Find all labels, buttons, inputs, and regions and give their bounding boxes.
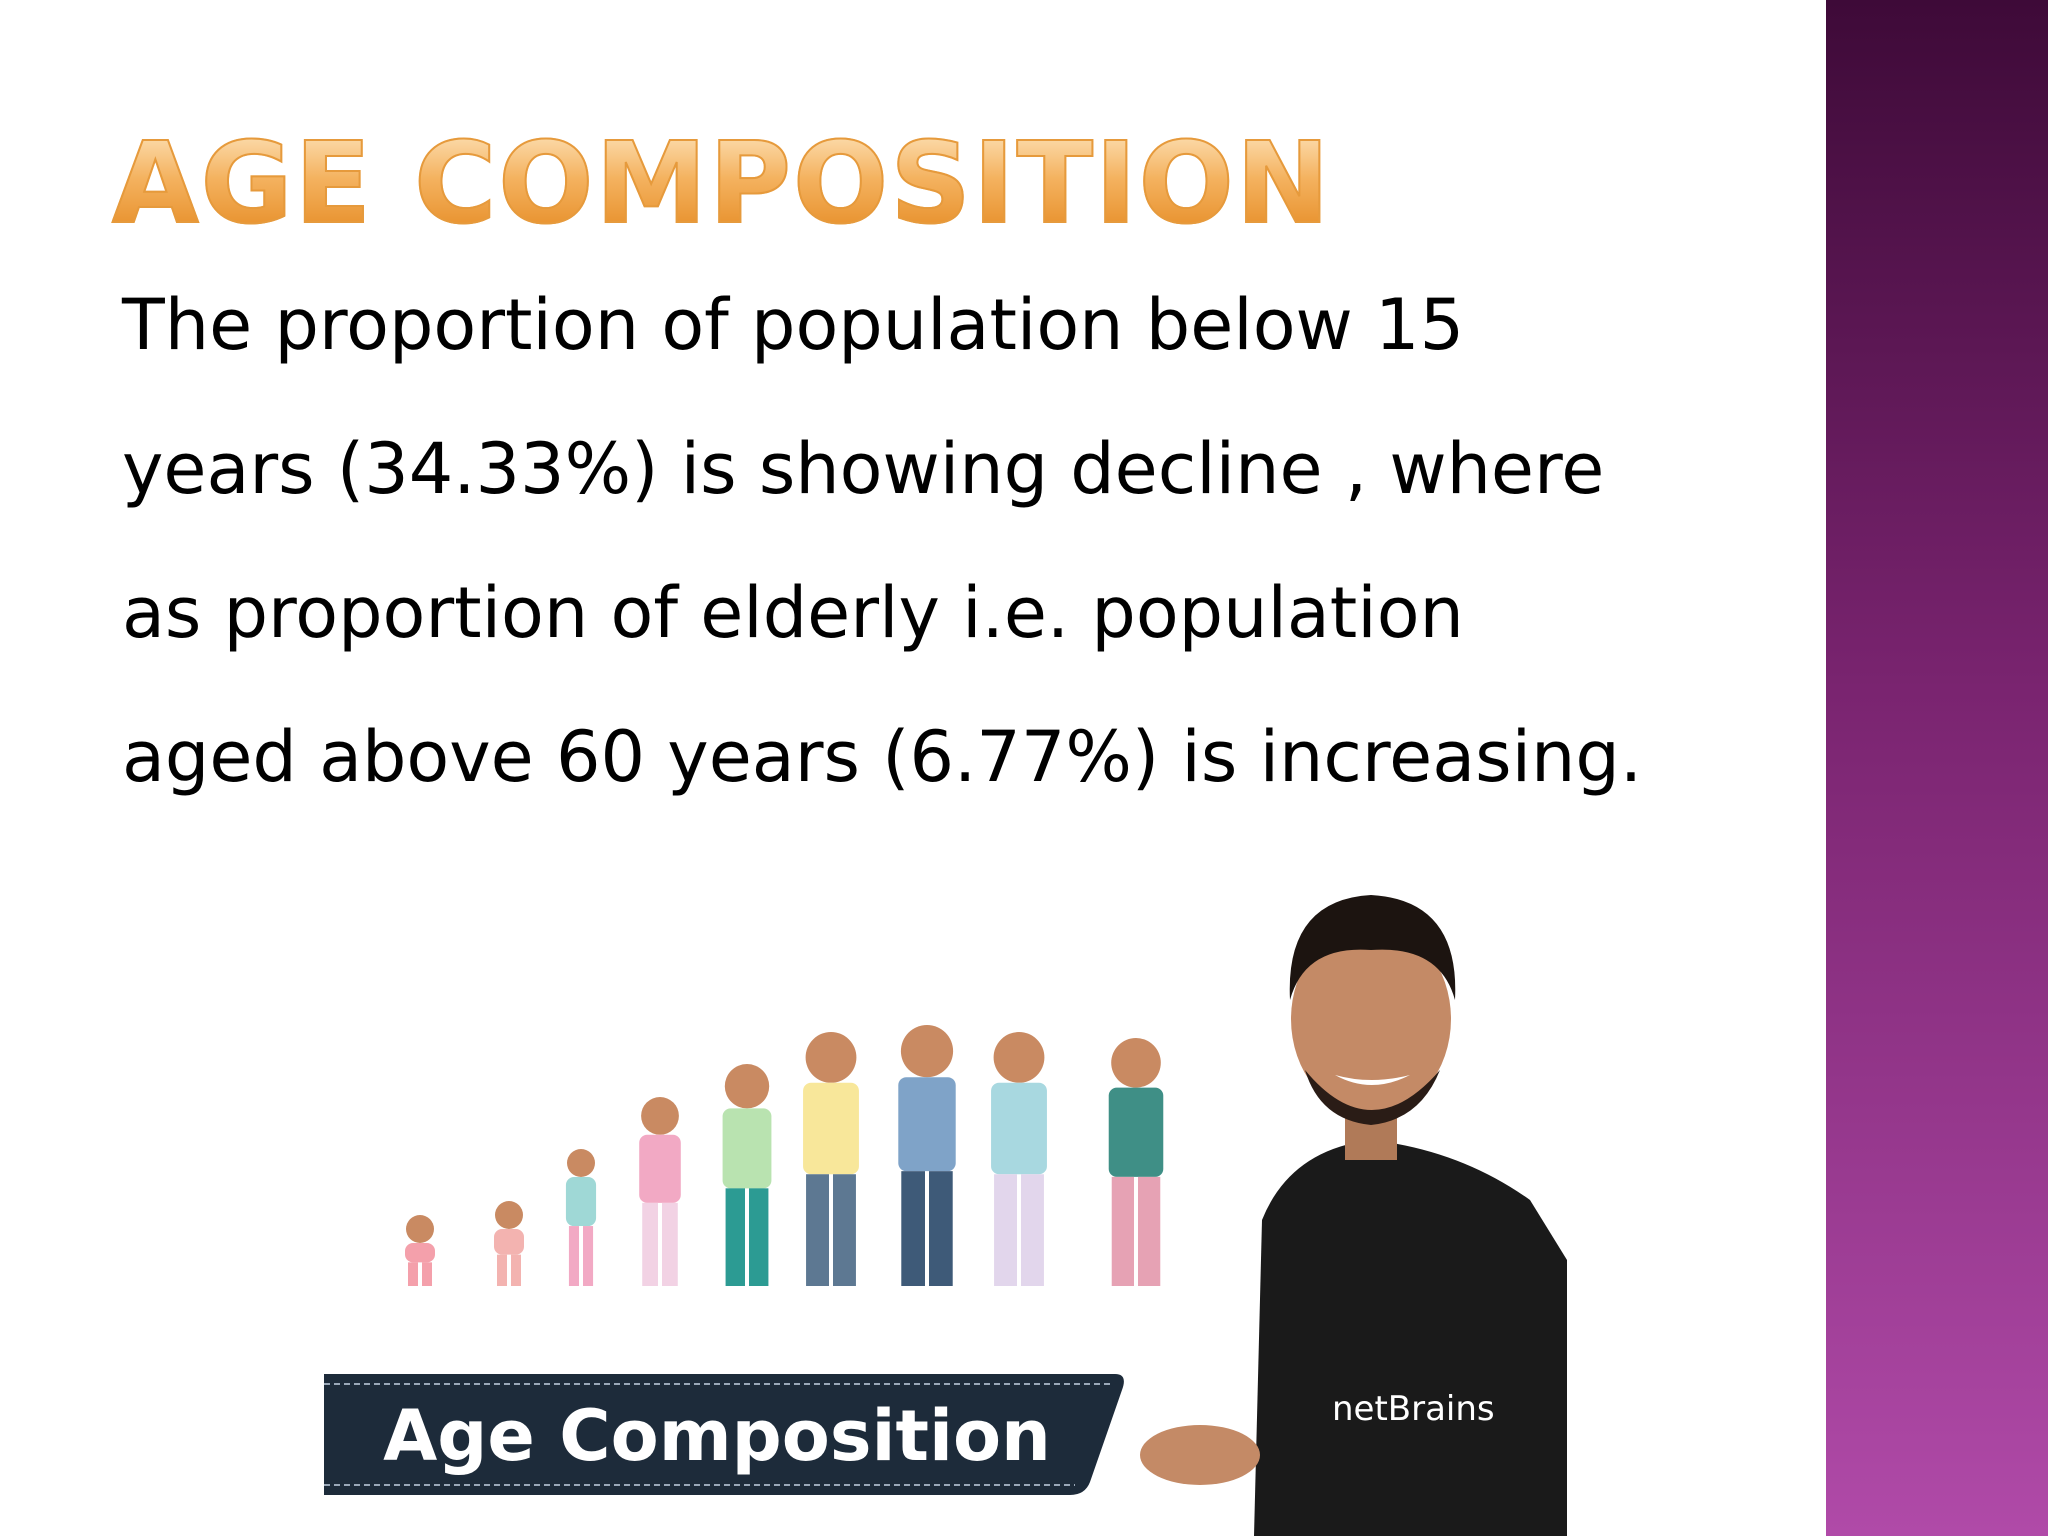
- figure-part: [639, 1134, 681, 1203]
- figure-part: [898, 1077, 956, 1172]
- body-line: years (34.33%) is showing decline , wher…: [122, 428, 1605, 510]
- figure-part: [405, 1243, 435, 1263]
- figure-part: [1111, 1176, 1134, 1286]
- figure-part: [1108, 1087, 1164, 1177]
- badge-label: Age Composition: [383, 1395, 1051, 1477]
- illustration: netBrains Age Composition: [324, 895, 1567, 1536]
- figure-part: [567, 1149, 595, 1177]
- figure-part: [722, 1108, 772, 1189]
- shirt-logo: netBrains: [1332, 1389, 1495, 1429]
- figure-part: [929, 1171, 953, 1286]
- side-band: [1826, 0, 2048, 1536]
- figure-part: [991, 1082, 1047, 1175]
- figure-part: [806, 1174, 829, 1286]
- figure-part: [406, 1215, 434, 1243]
- figure-part: [805, 1032, 857, 1083]
- figure-part: [724, 1064, 770, 1109]
- figure-part: [1021, 1174, 1044, 1286]
- figure-part: [1138, 1176, 1161, 1286]
- figure-part: [642, 1202, 658, 1286]
- figure-part: [497, 1254, 507, 1286]
- figure-part: [994, 1174, 1017, 1286]
- people-figures: [405, 1025, 1164, 1286]
- figure-part: [803, 1082, 859, 1175]
- figure-part: [408, 1262, 418, 1286]
- figure-part: [568, 1226, 579, 1286]
- figure-part: [495, 1201, 523, 1229]
- body-line: aged above 60 years (6.77%) is increasin…: [122, 716, 1643, 798]
- figure-part: [725, 1188, 745, 1286]
- body-line: as proportion of elderly i.e. population: [122, 572, 1464, 654]
- figure-part: [749, 1188, 769, 1286]
- figure-part: [901, 1171, 925, 1286]
- slide-title: AGE COMPOSITION: [111, 119, 1332, 249]
- figure-part: [422, 1262, 432, 1286]
- presenter: netBrains: [1140, 895, 1567, 1536]
- figure-part: [833, 1174, 856, 1286]
- figure-part: [993, 1032, 1045, 1083]
- figure-part: [641, 1097, 679, 1135]
- figure-part: [583, 1226, 594, 1286]
- figure-part: [1111, 1038, 1161, 1088]
- figure-part: [565, 1177, 597, 1227]
- figure-part: [900, 1025, 954, 1078]
- figure-part: [511, 1254, 521, 1286]
- badge: Age Composition: [324, 1374, 1124, 1495]
- figure-part: [662, 1202, 678, 1286]
- body-line: The proportion of population below 15: [122, 284, 1465, 366]
- figure-part: [494, 1229, 524, 1255]
